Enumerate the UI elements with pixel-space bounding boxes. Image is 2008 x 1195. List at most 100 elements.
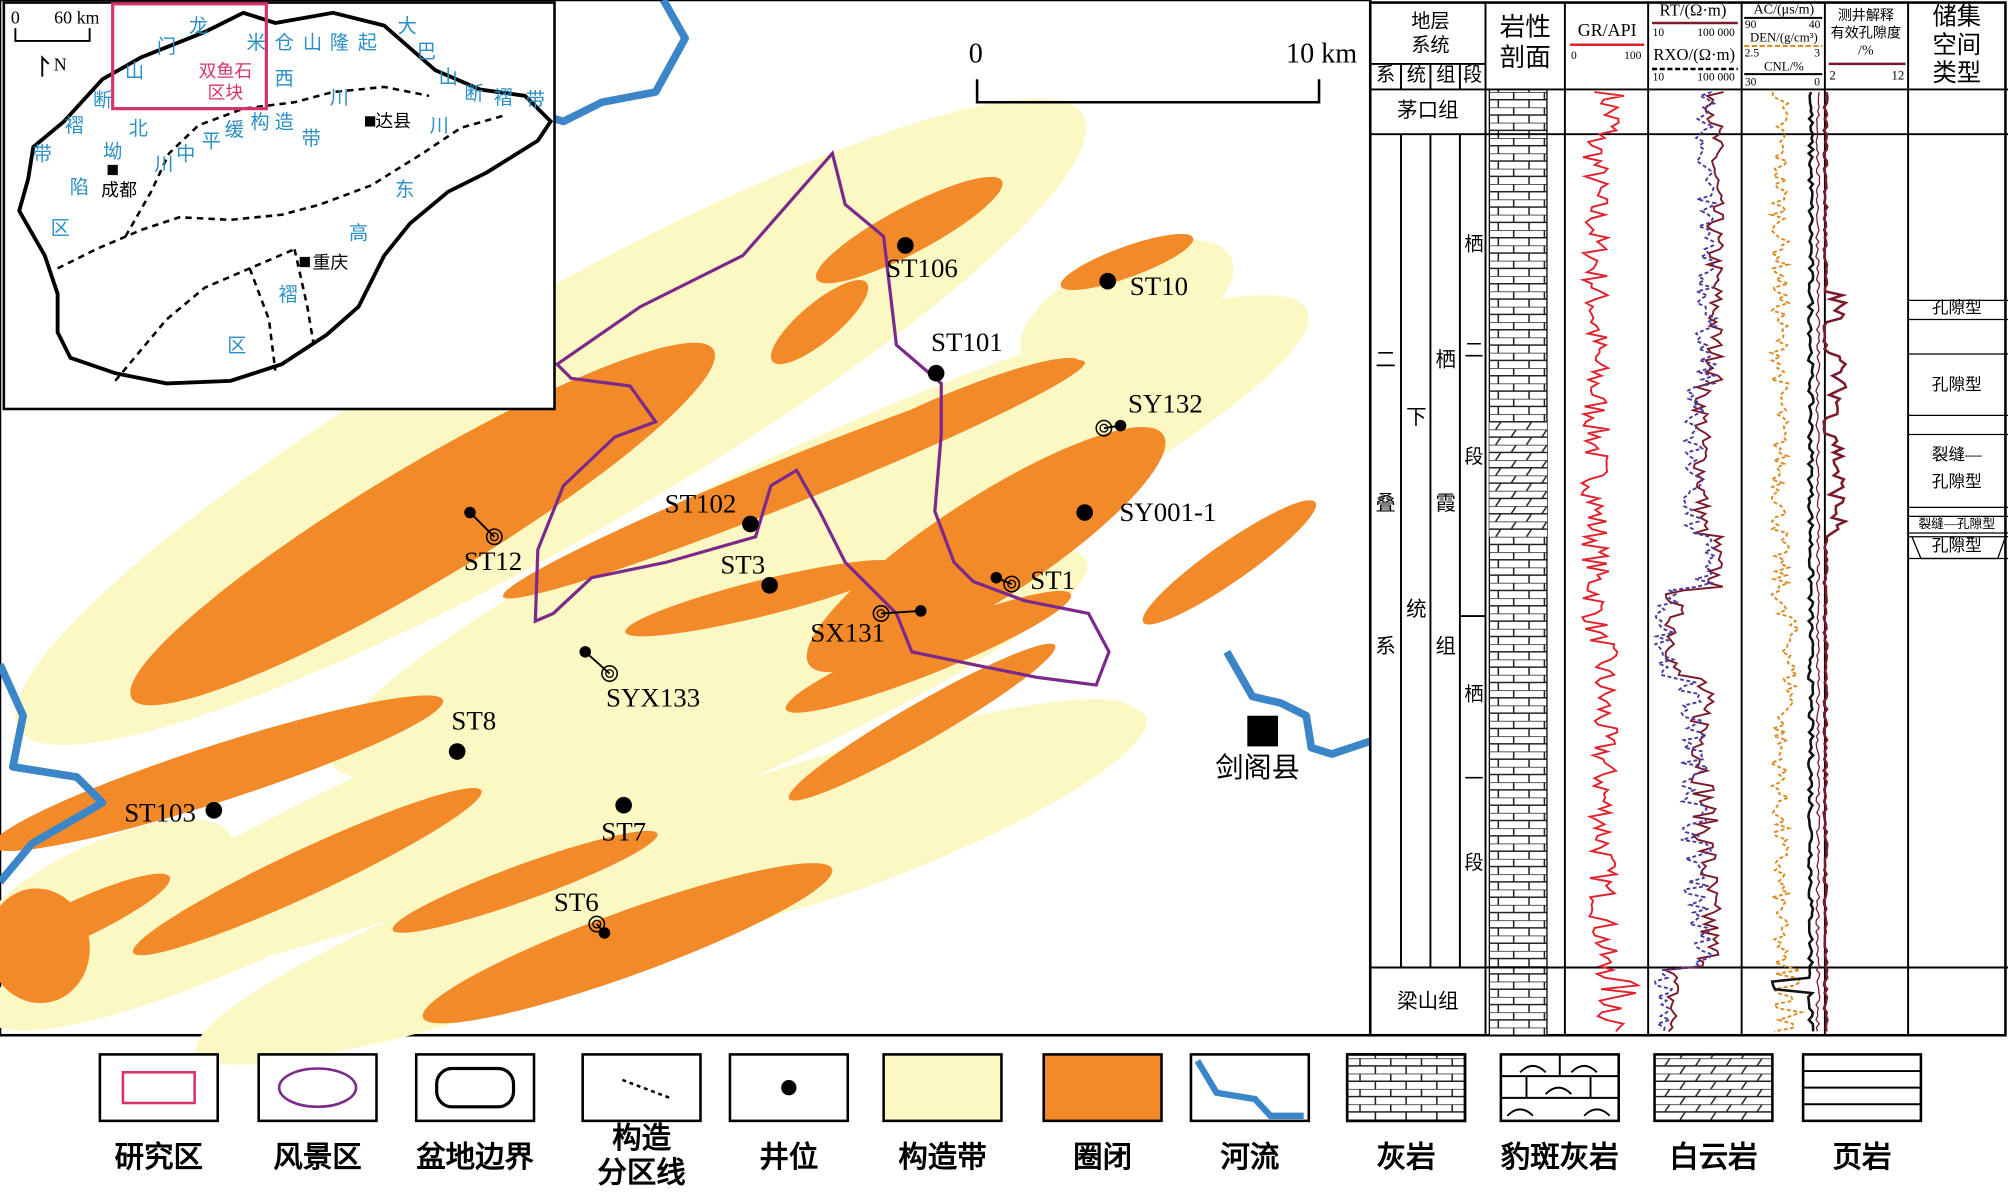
gr-curve — [1579, 91, 1642, 1033]
trap — [841, 357, 1080, 461]
trap — [625, 559, 899, 637]
legend-label: 豹斑灰岩 — [1501, 1141, 1619, 1174]
north-label: N — [54, 55, 67, 75]
well — [615, 796, 632, 814]
region-label: 缓 — [225, 119, 244, 141]
legend-symbol — [435, 1066, 516, 1109]
well-label: ST7 — [601, 817, 646, 847]
header: 段 — [1463, 64, 1482, 86]
trap — [1060, 233, 1194, 291]
lithology-fill — [1489, 421, 1547, 537]
header: 地层 — [1411, 10, 1449, 32]
well — [1099, 272, 1117, 290]
log-range: 100 000 — [1697, 72, 1735, 84]
inset-map: 双鱼石区块龙门山断褶带米仓山隆起大巴山断褶带西川川北坳川 中平缓构造带陷区东高褶区… — [2, 1, 556, 411]
trap — [130, 342, 716, 706]
inset-scale-label: 0 — [11, 7, 20, 27]
legend-box — [98, 1053, 219, 1123]
reservoir-type: 孔隙型 — [1932, 536, 1982, 555]
well-label: ST3 — [720, 550, 765, 580]
region-label: 带 — [33, 143, 52, 165]
log-range: 40 — [1809, 19, 1821, 31]
reservoir-marker — [1911, 536, 2007, 560]
well — [897, 237, 914, 254]
region-label: 区 — [227, 336, 246, 357]
log-header: 有效孔隙度 — [1831, 26, 1901, 42]
tectonic-division-line — [293, 248, 316, 346]
log-header: RT/(Ω·m) — [1660, 0, 1727, 19]
reservoir-type: 孔隙型 — [1932, 298, 1982, 317]
well-label: SX131 — [810, 617, 885, 647]
trap — [392, 830, 658, 933]
trap — [815, 176, 1003, 284]
city-marker — [364, 116, 376, 127]
well-top — [588, 915, 606, 933]
trap — [1142, 500, 1317, 625]
region-label: 山 — [125, 60, 144, 82]
legend-label: 研究区 — [115, 1140, 203, 1174]
scenic-area-boundary — [533, 150, 1111, 687]
log-range: 100 — [1624, 50, 1642, 62]
scale-label: 0 — [969, 39, 983, 70]
trap — [422, 863, 833, 1024]
county-marker — [1247, 715, 1279, 747]
legend-symbol — [1500, 1054, 1619, 1117]
tectonic-division-line — [57, 113, 507, 270]
unit-label: 二叠系 — [1375, 349, 1395, 657]
region-label: 门 — [157, 36, 176, 58]
column-frame — [1368, 1, 2007, 1037]
reservoir-type: 裂缝—孔隙型 — [1918, 517, 1995, 531]
log-range: 10 — [1653, 27, 1665, 39]
well-top — [1007, 579, 1017, 589]
legend-label: 井位 — [759, 1140, 818, 1174]
scale-bar — [975, 79, 1321, 104]
well-trajectory — [880, 609, 921, 615]
porosity-curve — [1822, 91, 1850, 1032]
trap — [785, 590, 1072, 713]
region-label: 北 — [129, 118, 148, 140]
log-header: GR/API — [1578, 20, 1637, 40]
river — [0, 663, 107, 885]
header: 系统 — [1411, 35, 1449, 57]
well — [742, 515, 759, 533]
rxo-curve — [1652, 91, 1719, 1032]
well-label: ST1 — [1030, 565, 1075, 595]
region-label: 带 — [302, 128, 321, 150]
county-label: 剑阁县 — [1215, 752, 1299, 784]
well — [464, 506, 476, 519]
unit-label: 栖霞组 — [1436, 348, 1456, 657]
legend-symbol — [621, 1078, 671, 1100]
header: 组 — [1436, 64, 1455, 86]
region-label: 川 — [330, 88, 349, 109]
region-label: 断 — [464, 83, 483, 105]
well — [598, 927, 611, 939]
region-label: 起 — [358, 32, 377, 54]
inset-frame — [2, 1, 556, 411]
region-label: 仓 — [275, 32, 294, 54]
legend-symbol — [1803, 1070, 1921, 1106]
region-label: 川 — [430, 116, 449, 137]
well-top — [1099, 423, 1109, 433]
well-top — [872, 605, 890, 622]
legend-label: 风景区 — [273, 1142, 361, 1174]
well-label: SYX133 — [606, 683, 700, 713]
log-range: 2.5 — [1745, 47, 1760, 59]
header: 储集 — [1932, 4, 1981, 31]
well-top — [489, 532, 499, 542]
legend-box — [1189, 1053, 1311, 1123]
region-label: 陷 — [70, 177, 89, 199]
north-arrow — [41, 55, 50, 77]
legend-label: 分区线 — [597, 1157, 685, 1190]
region-label: 隆 — [330, 32, 349, 54]
well-top — [605, 669, 615, 679]
well-label: ST103 — [124, 798, 196, 828]
legend-box — [257, 1053, 378, 1123]
header: 类型 — [1932, 60, 1981, 87]
well — [761, 577, 778, 594]
region-label: 米 — [247, 32, 266, 54]
trap — [770, 279, 869, 365]
region-label: 巴 — [417, 42, 436, 63]
log-range: 12 — [1891, 69, 1904, 83]
